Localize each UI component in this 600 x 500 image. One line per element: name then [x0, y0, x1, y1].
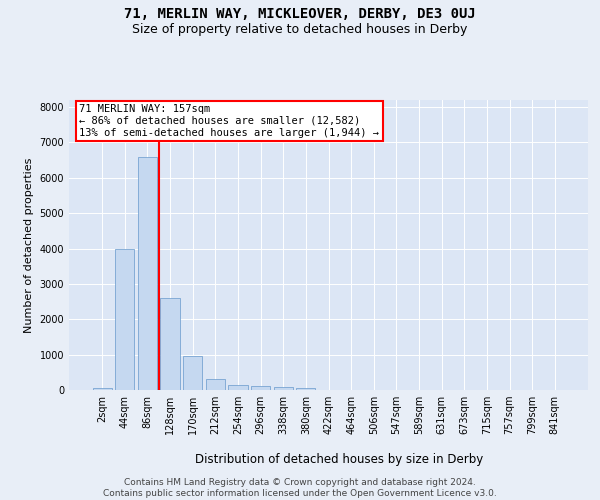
Bar: [251, 386, 270, 390]
Bar: [296, 388, 316, 390]
Text: 71, MERLIN WAY, MICKLEOVER, DERBY, DE3 0UJ: 71, MERLIN WAY, MICKLEOVER, DERBY, DE3 0…: [124, 8, 476, 22]
Bar: [115, 248, 134, 390]
Bar: [229, 386, 248, 390]
Text: Contains HM Land Registry data © Crown copyright and database right 2024.
Contai: Contains HM Land Registry data © Crown c…: [103, 478, 497, 498]
Bar: [183, 356, 202, 390]
Text: 71 MERLIN WAY: 157sqm
← 86% of detached houses are smaller (12,582)
13% of semi-: 71 MERLIN WAY: 157sqm ← 86% of detached …: [79, 104, 379, 138]
Bar: [274, 387, 293, 390]
Bar: [138, 156, 157, 390]
Text: Size of property relative to detached houses in Derby: Size of property relative to detached ho…: [133, 22, 467, 36]
Bar: [92, 388, 112, 390]
Bar: [160, 298, 180, 390]
Bar: [206, 379, 225, 390]
Text: Distribution of detached houses by size in Derby: Distribution of detached houses by size …: [195, 452, 483, 466]
Y-axis label: Number of detached properties: Number of detached properties: [24, 158, 34, 332]
